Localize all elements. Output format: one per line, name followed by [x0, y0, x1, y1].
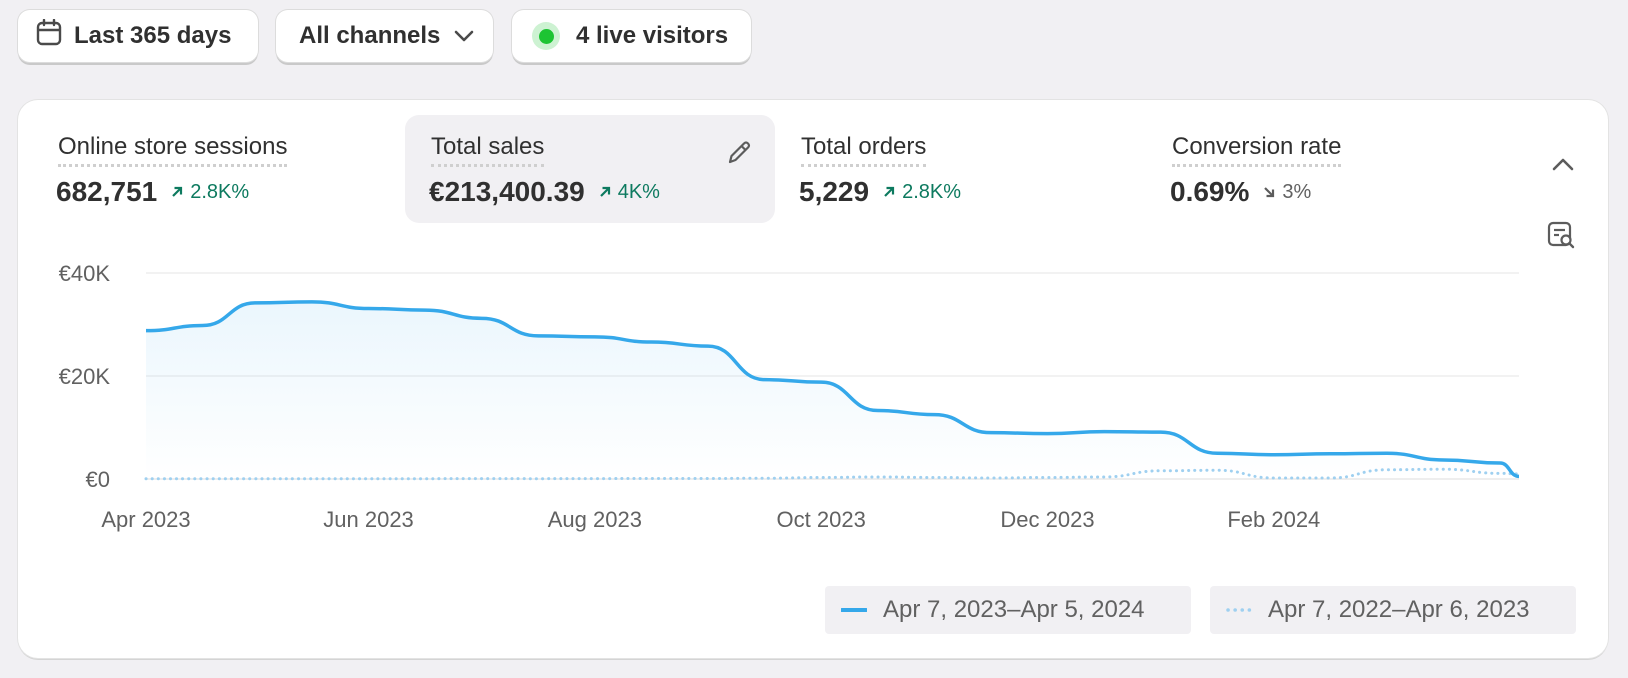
series-area-fill — [146, 301, 1519, 479]
metric-delta: 4K% — [599, 181, 660, 204]
dotted-line-swatch-icon — [1226, 608, 1252, 612]
metric-value-row: €213,400.39 4K% — [429, 176, 660, 208]
date-range-button[interactable]: Last 365 days — [18, 10, 258, 62]
pencil-icon[interactable] — [725, 139, 753, 172]
metric-value: 0.69% — [1170, 176, 1250, 207]
solid-line-swatch-icon — [841, 608, 867, 612]
live-dot-icon — [538, 28, 554, 44]
x-tick-label: Jun 2023 — [323, 507, 414, 532]
chart-y-axis: €40K €20K €0 — [59, 261, 111, 492]
x-tick-label: Oct 2023 — [777, 507, 866, 532]
arrow-up-right-icon — [599, 186, 610, 197]
live-indicator — [532, 22, 560, 50]
metric-label: Total sales — [431, 133, 545, 167]
metric-online-store-sessions[interactable]: Online store sessions 682,751 2.8K% — [18, 115, 388, 223]
x-tick-label: Feb 2024 — [1227, 507, 1320, 532]
sales-line-chart: €40K €20K €0 Apr 2023 Jun 2023 Aug 2023 Oct 2… — [59, 261, 1521, 532]
channels-dropdown[interactable]: All channels — [276, 10, 493, 62]
chart-search-icon[interactable] — [1546, 220, 1576, 255]
chart-series — [144, 300, 1521, 481]
y-tick-label: €20K — [59, 364, 111, 389]
metric-total-sales[interactable]: Total sales €213,400.39 4K% — [405, 115, 775, 223]
metric-delta: 2.8K% — [171, 181, 249, 204]
legend-label: Apr 7, 2023–Apr 5, 2024 — [883, 596, 1145, 623]
metric-value: €213,400.39 — [429, 176, 585, 207]
metric-label: Online store sessions — [58, 133, 288, 167]
metric-value: 682,751 — [56, 176, 158, 207]
legend-label: Apr 7, 2022–Apr 6, 2023 — [1268, 596, 1530, 623]
metric-delta: 2.8K% — [883, 181, 961, 204]
series-line-current — [145, 300, 1520, 479]
arrow-up-right-icon — [172, 186, 183, 197]
live-visitors-label: 4 live visitors — [576, 22, 729, 49]
calendar-icon — [36, 18, 62, 54]
metric-value: 5,229 — [799, 176, 870, 207]
arrow-down-right-icon — [1264, 187, 1275, 198]
metric-label: Total orders — [801, 133, 927, 167]
metric-delta: 3% — [1263, 181, 1311, 204]
legend-current-period[interactable]: Apr 7, 2023–Apr 5, 2024 — [825, 586, 1191, 634]
chevron-up-icon[interactable] — [1551, 156, 1575, 177]
metric-total-orders[interactable]: Total orders 5,229 2.8K% — [775, 115, 1145, 223]
x-tick-label: Apr 2023 — [101, 507, 190, 532]
x-tick-label: Aug 2023 — [548, 507, 642, 532]
metric-value-row: 0.69% 3% — [1170, 176, 1311, 208]
legend-previous-period[interactable]: Apr 7, 2022–Apr 6, 2023 — [1210, 586, 1576, 634]
y-tick-label: €0 — [86, 467, 110, 492]
chart-x-axis: Apr 2023 Jun 2023 Aug 2023 Oct 2023 Dec 2023… — [101, 507, 1320, 532]
arrow-up-right-icon — [884, 186, 895, 197]
chevron-down-icon — [454, 22, 474, 50]
channels-label: All channels — [299, 22, 441, 49]
analytics-card: Online store sessions 682,751 2.8K% Tota… — [18, 100, 1608, 658]
live-visitors-button[interactable]: 4 live visitors — [512, 10, 751, 62]
metric-conversion-rate[interactable]: Conversion rate 0.69% 3% — [1146, 115, 1516, 223]
metric-label: Conversion rate — [1172, 133, 1342, 167]
metric-value-row: 682,751 2.8K% — [56, 176, 249, 208]
series-line-previous — [144, 467, 1521, 481]
metric-value-row: 5,229 2.8K% — [799, 176, 961, 208]
x-tick-label: Dec 2023 — [1000, 507, 1094, 532]
date-range-label: Last 365 days — [74, 22, 232, 49]
y-tick-label: €40K — [59, 261, 111, 286]
